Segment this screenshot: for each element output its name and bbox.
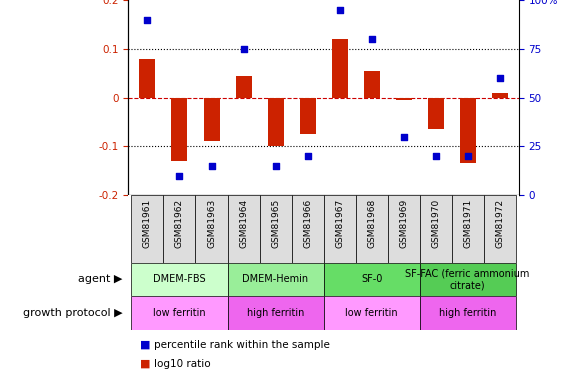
Point (271, 163, 280, 169)
Text: ■: ■ (140, 340, 154, 350)
Bar (427, 98, 444, 129)
Bar (420, 195, 452, 262)
Bar (420, 296, 516, 330)
Bar (131, 296, 227, 330)
Text: low ferritin: low ferritin (345, 308, 398, 318)
Point (239, 46, 248, 52)
Bar (139, 58, 156, 98)
Point (367, 36, 376, 42)
Text: GSM81971: GSM81971 (463, 198, 472, 248)
Bar (227, 195, 259, 262)
Bar (203, 98, 220, 141)
Text: GSM81967: GSM81967 (335, 198, 344, 248)
Point (207, 163, 216, 169)
Bar (459, 98, 476, 164)
Bar (131, 195, 163, 262)
Text: GSM81968: GSM81968 (367, 198, 376, 248)
Text: GSM81963: GSM81963 (207, 198, 216, 248)
Bar (227, 296, 324, 330)
Bar (324, 262, 420, 296)
Bar (227, 262, 324, 296)
Text: GSM81964: GSM81964 (239, 198, 248, 248)
Bar (452, 195, 484, 262)
Bar (364, 70, 380, 98)
Point (495, 75, 504, 81)
Bar (491, 93, 508, 98)
Text: GSM81965: GSM81965 (271, 198, 280, 248)
Text: GSM81972: GSM81972 (495, 198, 504, 248)
Point (431, 153, 440, 159)
Bar (259, 195, 292, 262)
Bar (324, 296, 420, 330)
Bar (356, 195, 388, 262)
Text: ■: ■ (140, 359, 154, 369)
Text: log10 ratio: log10 ratio (154, 359, 211, 369)
Point (143, 16, 152, 22)
Bar (420, 262, 516, 296)
Text: GSM81961: GSM81961 (143, 198, 152, 248)
Text: SF-0: SF-0 (361, 274, 382, 284)
Bar (484, 195, 516, 262)
Text: GSM81969: GSM81969 (399, 198, 408, 248)
Point (399, 134, 408, 140)
Bar (171, 98, 188, 161)
Bar (388, 195, 420, 262)
Bar (163, 195, 195, 262)
Text: GSM81966: GSM81966 (303, 198, 312, 248)
Text: agent ▶: agent ▶ (78, 274, 122, 284)
Point (303, 153, 312, 159)
Text: growth protocol ▶: growth protocol ▶ (23, 308, 122, 318)
Text: percentile rank within the sample: percentile rank within the sample (154, 340, 331, 350)
Point (175, 172, 184, 178)
Bar (396, 98, 412, 100)
Text: DMEM-FBS: DMEM-FBS (153, 274, 206, 284)
Text: GSM81962: GSM81962 (175, 198, 184, 248)
Text: high ferritin: high ferritin (247, 308, 304, 318)
Bar (332, 39, 347, 98)
Text: DMEM-Hemin: DMEM-Hemin (243, 274, 308, 284)
Text: GSM81970: GSM81970 (431, 198, 440, 248)
Bar (236, 76, 251, 98)
Bar (268, 98, 283, 146)
Bar (195, 195, 227, 262)
Point (463, 153, 472, 159)
Text: low ferritin: low ferritin (153, 308, 206, 318)
Bar (131, 262, 227, 296)
Text: SF-FAC (ferric ammonium
citrate): SF-FAC (ferric ammonium citrate) (405, 268, 530, 290)
Bar (324, 195, 356, 262)
Bar (300, 98, 315, 134)
Bar (292, 195, 324, 262)
Point (335, 7, 344, 13)
Text: high ferritin: high ferritin (439, 308, 496, 318)
